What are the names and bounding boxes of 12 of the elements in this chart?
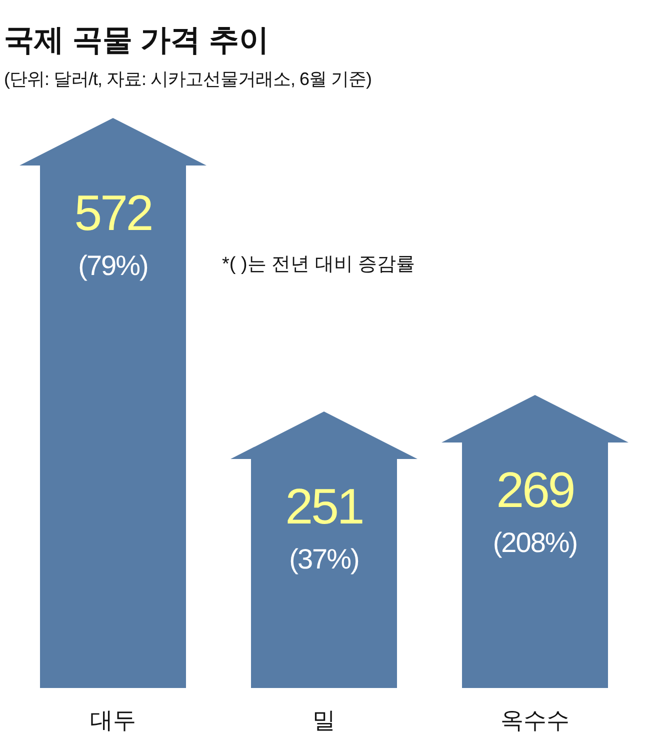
chart-title: 국제 곡물 가격 추이 [4, 24, 270, 57]
data-label: 251 [285, 478, 363, 534]
annotation: (208%) [492, 527, 578, 558]
x-tick-label: 밀 [312, 707, 336, 733]
x-tick-label: 대두 [90, 707, 136, 733]
data-label: 269 [496, 462, 574, 518]
annotation: (37%) [289, 544, 359, 574]
annotation: (79%) [78, 250, 148, 281]
annotation: *( )는 전년 대비 증감률 [222, 254, 416, 275]
x-tick-label: 옥수수 [500, 707, 570, 733]
chart-subtitle: (단위: 달러/t, 자료: 시카고선물거래소, 6월 기준) [4, 69, 372, 89]
data-label: 572 [74, 185, 152, 241]
